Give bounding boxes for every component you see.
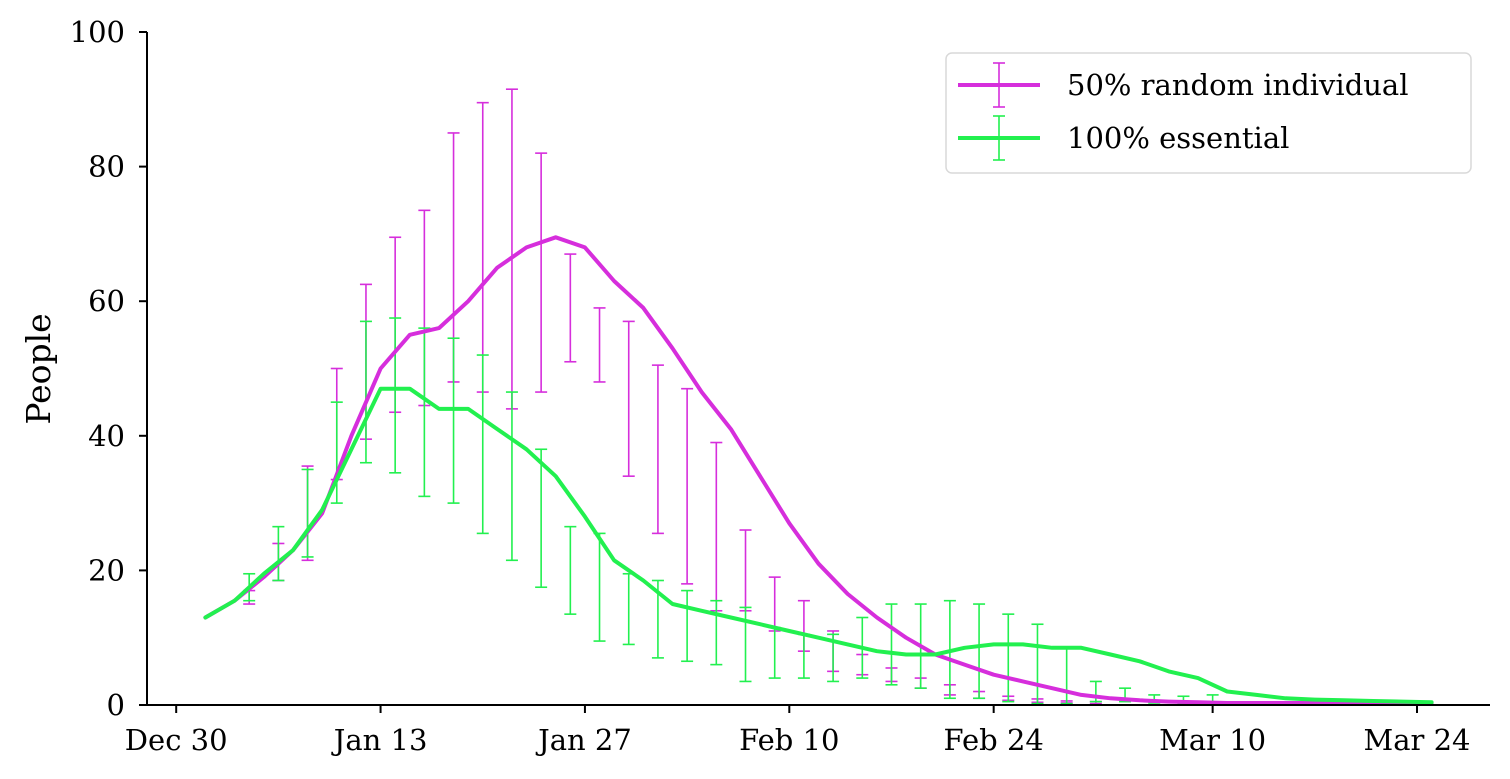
legend: 50% random individual 100% essential	[945, 52, 1472, 174]
errorbar	[564, 253, 577, 363]
x-tick-label: Mar 10	[1159, 723, 1266, 757]
errorbar	[330, 401, 343, 504]
errorbar	[535, 152, 548, 393]
y-tick-label: 100	[70, 15, 125, 49]
x-tick-label: Mar 24	[1364, 723, 1471, 757]
errorbar	[739, 529, 752, 612]
x-tick-label: Feb 24	[943, 723, 1043, 757]
errorbar	[447, 337, 460, 504]
legend-entry-1: 50% random individual	[958, 62, 1409, 108]
legend-label: 50% random individual	[1067, 68, 1409, 102]
y-tick-label: 20	[88, 553, 125, 587]
errorbar	[681, 387, 694, 585]
errorbar	[768, 626, 781, 679]
errorbar	[797, 633, 810, 679]
errorbar	[885, 603, 898, 686]
errorbar	[505, 391, 518, 562]
errorbar	[389, 317, 402, 474]
series-line-2	[203, 386, 1434, 705]
errorbar	[768, 576, 781, 632]
axes	[146, 32, 1490, 706]
errorbars-layer	[243, 88, 1219, 706]
errorbar	[301, 468, 314, 558]
series-line-1	[203, 235, 1434, 705]
errorbar	[1031, 623, 1044, 705]
legend-label: 100% essential	[1067, 121, 1289, 155]
errorbar	[535, 448, 548, 589]
errorbar	[418, 327, 431, 498]
x-tick-label: Jan 13	[331, 723, 428, 757]
legend-entry-2: 100% essential	[958, 115, 1289, 161]
errorbar	[622, 320, 635, 477]
errorbar	[1060, 646, 1073, 705]
errorbar	[593, 532, 606, 642]
errorbar	[505, 88, 518, 410]
x-ticks: Dec 30 Jan 13 Jan 27 Feb 10 Feb 24 Mar 10 Mar …	[125, 705, 1471, 757]
errorbar	[710, 599, 723, 666]
errorbar	[1002, 613, 1015, 703]
y-axis-title: People	[19, 313, 58, 424]
y-tick-label: 60	[88, 284, 125, 318]
errorbar	[622, 572, 635, 646]
errorbar	[973, 603, 986, 700]
series-lines-layer	[203, 235, 1434, 705]
errorbar	[476, 101, 489, 393]
x-tick-label: Feb 10	[739, 723, 839, 757]
y-ticks: 0 20 40 60 80 100	[70, 15, 147, 722]
errorbar	[359, 320, 372, 464]
errorbar	[651, 364, 664, 535]
errorbar	[710, 441, 723, 612]
y-tick-label: 0	[107, 688, 125, 722]
x-tick-label: Jan 27	[535, 723, 632, 757]
y-tick-label: 40	[88, 419, 125, 453]
errorbar	[593, 307, 606, 383]
y-tick-label: 80	[88, 150, 125, 184]
errorbar	[564, 525, 577, 615]
legend-frame	[945, 52, 1472, 174]
errorbar	[476, 354, 489, 535]
errorbar	[272, 525, 285, 582]
errorbar	[681, 589, 694, 663]
x-tick-label: Dec 30	[125, 723, 228, 757]
